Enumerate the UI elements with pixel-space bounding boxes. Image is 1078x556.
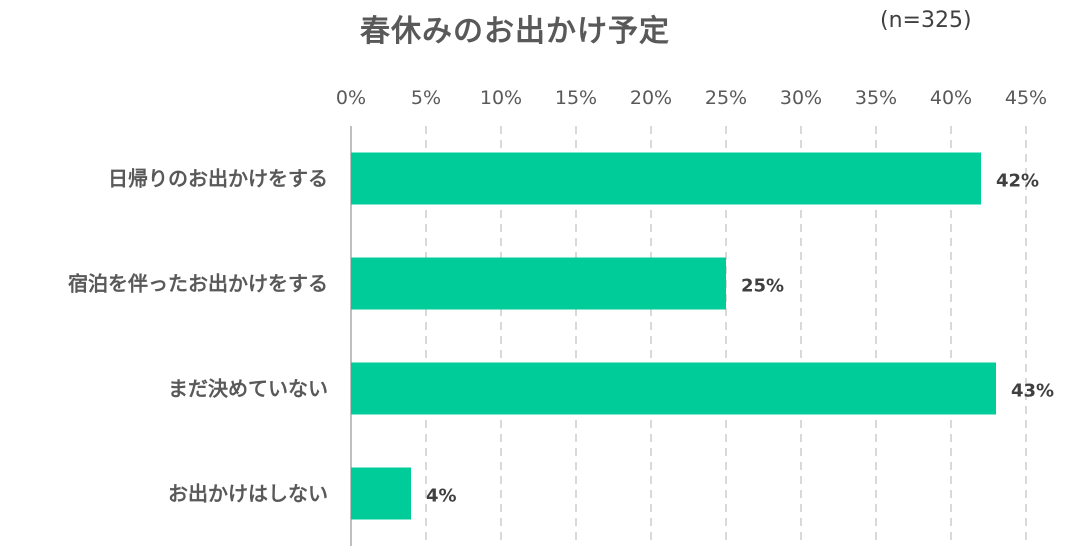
bars: [351, 152, 996, 520]
x-tick-label: 5%: [411, 87, 441, 109]
x-tick-label: 35%: [855, 87, 897, 109]
data-label: 43%: [1011, 381, 1054, 402]
data-label: 42%: [996, 171, 1039, 192]
bar: [351, 362, 996, 415]
data-labels: 42% 25% 43% 4%: [426, 171, 1054, 507]
chart-title: 春休みのお出かけ予定: [360, 14, 670, 49]
x-tick-label: 15%: [555, 87, 597, 109]
bar: [351, 152, 981, 205]
category-label: まだ決めていない: [168, 377, 328, 401]
data-label: 25%: [741, 276, 784, 297]
x-tick-label: 10%: [480, 87, 522, 109]
x-tick-label: 25%: [705, 87, 747, 109]
x-axis-ticks: 0% 5% 10% 15% 20% 25% 30% 35% 40% 45%: [336, 87, 1047, 109]
x-tick-label: 0%: [336, 87, 366, 109]
x-tick-label: 45%: [1005, 87, 1047, 109]
x-tick-label: 40%: [930, 87, 972, 109]
x-tick-label: 20%: [630, 87, 672, 109]
category-label: お出かけはしない: [168, 482, 328, 506]
data-label: 4%: [426, 486, 457, 507]
category-label: 日帰りのお出かけをする: [108, 167, 328, 191]
category-label: 宿泊を伴ったお出かけをする: [68, 272, 328, 296]
bar: [351, 467, 411, 520]
x-tick-label: 30%: [780, 87, 822, 109]
bar: [351, 257, 726, 310]
sample-size-note: (n=325): [880, 8, 972, 33]
